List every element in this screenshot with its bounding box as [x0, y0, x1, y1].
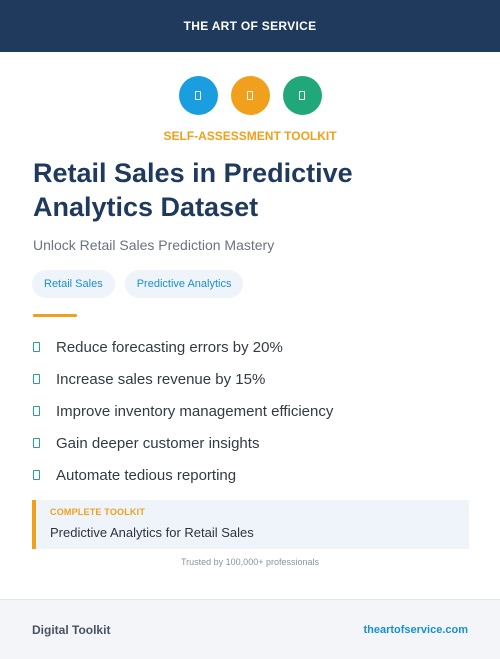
toolkit-callout: COMPLETE TOOLKIT Predictive Analytics fo…	[32, 500, 469, 549]
check-bullet-icon	[33, 374, 40, 384]
check-bullet-icon	[33, 470, 40, 480]
benefit-item: Gain deeper customer insights	[33, 427, 333, 459]
target-icon	[230, 76, 270, 115]
check-bullet-icon	[33, 342, 40, 352]
brand-name: THE ART OF SERVICE	[183, 19, 317, 33]
tag-predictive-analytics[interactable]: Predictive Analytics	[124, 270, 244, 298]
benefit-item: Increase sales revenue by 15%	[33, 363, 333, 395]
chart-icon	[178, 76, 218, 115]
check-bullet-icon	[33, 406, 40, 416]
page-title: Retail Sales in Predictive Analytics Dat…	[33, 158, 353, 222]
benefit-text: Improve inventory management efficiency	[56, 402, 334, 420]
page-subtitle: Unlock Retail Sales Prediction Mastery	[33, 237, 275, 253]
topic-tags: Retail Sales Predictive Analytics	[32, 270, 244, 298]
benefit-text: Gain deeper customer insights	[56, 434, 260, 452]
check-icon	[282, 76, 322, 115]
check-bullet-icon	[33, 438, 40, 448]
brand-header: THE ART OF SERVICE	[0, 0, 500, 52]
benefit-list: Reduce forecasting errors by 20% Increas…	[33, 331, 333, 491]
benefit-item: Improve inventory management efficiency	[33, 395, 333, 427]
accent-divider	[33, 314, 77, 317]
benefit-item: Reduce forecasting errors by 20%	[33, 331, 333, 363]
website-link[interactable]: theartofservice.com	[363, 623, 468, 636]
benefit-text: Reduce forecasting errors by 20%	[56, 338, 283, 356]
footer: Digital Toolkit theartofservice.com	[0, 599, 500, 659]
toolkit-kicker: SELF-ASSESSMENT TOOLKIT	[163, 129, 337, 143]
benefit-text: Increase sales revenue by 15%	[56, 370, 266, 388]
callout-text: Predictive Analytics for Retail Sales	[50, 525, 254, 540]
benefit-text: Automate tedious reporting	[56, 466, 237, 484]
benefit-item: Automate tedious reporting	[33, 459, 333, 491]
tag-retail-sales[interactable]: Retail Sales	[32, 270, 115, 298]
footer-label: Digital Toolkit	[32, 622, 111, 637]
trust-note: Trusted by 100,000+ professionals	[180, 557, 319, 567]
feature-icons	[0, 76, 500, 115]
callout-label: COMPLETE TOOLKIT	[50, 507, 146, 517]
